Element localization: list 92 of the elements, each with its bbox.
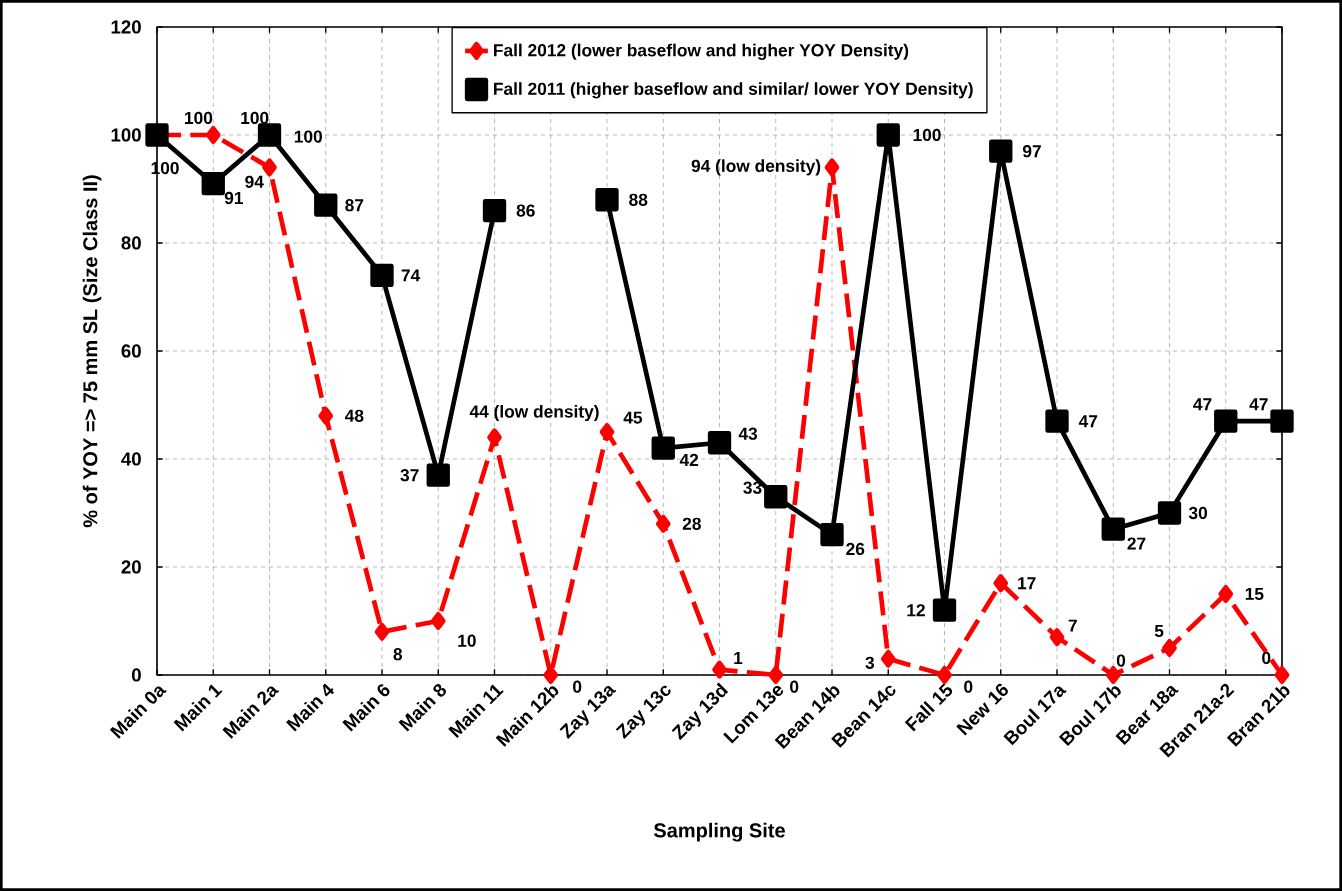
point — [1101, 517, 1125, 541]
point — [430, 611, 446, 630]
legend-label: Fall 2012 (lower baseflow and higher YOY Density) — [494, 43, 909, 60]
point — [707, 431, 732, 455]
point — [201, 171, 225, 196]
point — [1274, 665, 1290, 684]
x-tick-label: Zay 13c — [615, 685, 671, 739]
point — [487, 428, 502, 447]
point — [820, 522, 844, 547]
data-label: 37 — [400, 469, 419, 482]
data-label: 100 — [185, 111, 213, 125]
point — [1214, 409, 1238, 433]
point — [482, 198, 507, 223]
data-label: 44 (low density) — [469, 404, 599, 422]
point — [932, 598, 957, 622]
point — [257, 123, 282, 147]
point — [824, 158, 840, 177]
point — [318, 406, 334, 425]
data-label: 88 — [629, 193, 648, 206]
point — [145, 123, 169, 147]
data-label: 0 — [1262, 651, 1271, 665]
data-label: 0 — [790, 680, 799, 693]
point — [314, 193, 338, 217]
point — [426, 463, 450, 487]
data-label: 0 — [1116, 654, 1126, 667]
data-label: 17 — [1018, 577, 1036, 590]
data-label: 5 — [1154, 624, 1164, 638]
point — [262, 158, 277, 177]
point — [655, 514, 671, 533]
point — [764, 485, 788, 509]
point — [1162, 638, 1177, 657]
point — [1218, 584, 1234, 603]
point — [989, 139, 1013, 163]
data-label: 100 — [241, 111, 269, 125]
data-label: 87 — [345, 199, 364, 212]
data-label: 3 — [865, 656, 875, 669]
data-label: 10 — [458, 634, 476, 647]
point — [880, 649, 896, 668]
point — [1045, 409, 1069, 433]
y-tick-label: 40 — [121, 452, 141, 466]
point — [876, 123, 900, 147]
data-label: 91 — [224, 191, 243, 205]
point — [595, 188, 619, 212]
y-tick-label: 100 — [111, 128, 141, 142]
x-axis-title: Sampling Site — [653, 822, 785, 842]
data-label: 47 — [1078, 415, 1098, 428]
legend-label: Fall 2011 (higher baseflow and similar/ lower YOY Density) — [494, 82, 973, 99]
point — [937, 665, 952, 684]
data-label: 43 — [738, 427, 758, 440]
data-label: 100 — [913, 128, 941, 142]
point — [651, 436, 675, 460]
data-label: 94 — [245, 175, 264, 188]
data-label: 86 — [516, 204, 535, 217]
point — [205, 125, 221, 144]
data-label: 15 — [1245, 587, 1264, 601]
data-label: 1 — [734, 652, 743, 664]
y-tick-label: 0 — [131, 668, 141, 682]
data-label: 0 — [573, 680, 582, 693]
point — [1270, 409, 1294, 433]
data-label: 27 — [1127, 537, 1146, 550]
y-axis-title: % of YOY => 75 mm SL (Size Class II) — [82, 175, 102, 528]
x-tick-label: Fall 15 — [904, 683, 953, 732]
point — [370, 263, 394, 288]
data-label: 28 — [682, 517, 701, 530]
y-tick-label: 60 — [121, 344, 141, 358]
data-label: 7 — [1068, 619, 1077, 632]
data-label: 0 — [964, 680, 973, 693]
point — [712, 660, 727, 679]
point — [374, 622, 390, 641]
data-label: 74 — [401, 269, 421, 282]
point — [1105, 665, 1121, 684]
point — [599, 422, 615, 441]
data-label: 94 (low density) — [691, 159, 821, 176]
data-label: 48 — [344, 409, 364, 422]
data-label: 97 — [1022, 145, 1041, 158]
point — [768, 665, 784, 684]
y-tick-label: 120 — [111, 20, 141, 34]
y-tick-label: 20 — [121, 560, 141, 574]
data-label: 45 — [623, 411, 643, 424]
data-label: 33 — [743, 481, 762, 494]
data-label: 30 — [1188, 506, 1208, 520]
data-label: 47 — [1193, 398, 1212, 411]
point — [1049, 628, 1065, 647]
data-label: 42 — [679, 453, 699, 466]
data-label: 100 — [294, 130, 322, 143]
point — [993, 574, 1009, 593]
y-tick-label: 80 — [121, 236, 141, 250]
point — [1157, 501, 1182, 525]
data-label: 26 — [846, 542, 865, 556]
data-label: 47 — [1249, 398, 1268, 411]
data-label: 8 — [393, 648, 403, 661]
data-label: 12 — [907, 604, 925, 617]
